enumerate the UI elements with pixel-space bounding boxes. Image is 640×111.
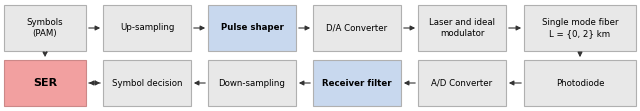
Bar [313,60,401,106]
Text: SER: SER [33,78,57,88]
Bar [524,60,636,106]
Text: Photodiode: Photodiode [556,78,604,87]
Bar [103,60,191,106]
Bar [103,5,191,51]
Text: Laser and ideal
modulator: Laser and ideal modulator [429,18,495,38]
Text: Single mode fiber
L = {0, 2} km: Single mode fiber L = {0, 2} km [541,18,618,38]
Text: Pulse shaper: Pulse shaper [221,24,284,33]
Text: Up-sampling: Up-sampling [120,24,174,33]
Bar [418,5,506,51]
Text: Symbol decision: Symbol decision [112,78,182,87]
Bar [4,5,86,51]
Bar [524,5,636,51]
Text: Symbols
(PAM): Symbols (PAM) [27,18,63,38]
Bar [418,60,506,106]
Text: Receiver filter: Receiver filter [322,78,392,87]
Bar [4,60,86,106]
Bar [208,5,296,51]
Text: Down-sampling: Down-sampling [219,78,285,87]
Text: D/A Converter: D/A Converter [326,24,388,33]
Text: A/D Converter: A/D Converter [431,78,493,87]
Bar [208,60,296,106]
Bar [313,5,401,51]
